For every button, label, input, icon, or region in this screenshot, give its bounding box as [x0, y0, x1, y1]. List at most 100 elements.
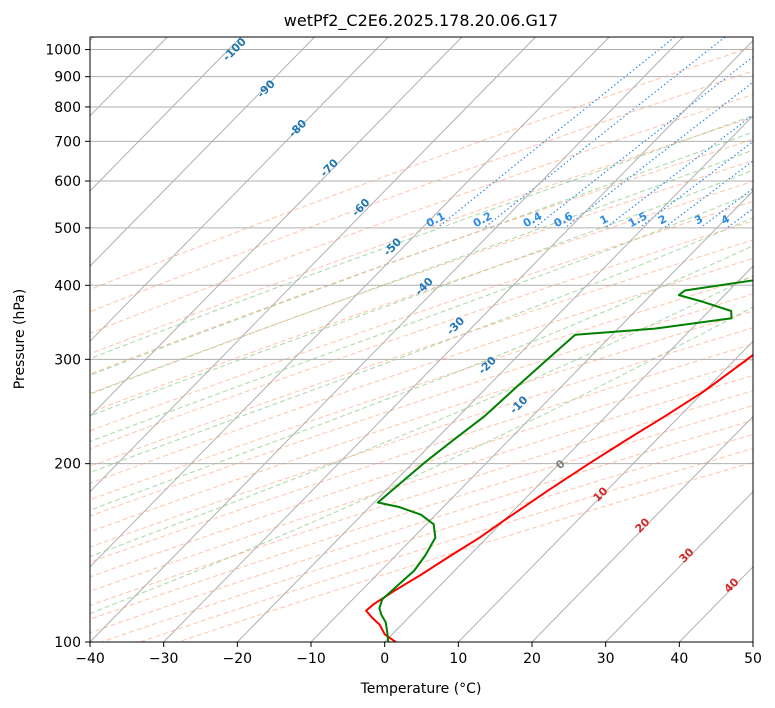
isotherm-line	[752, 641, 753, 642]
mixing-ratio-label: 0.6	[552, 209, 576, 230]
isotherm-line	[90, 37, 610, 568]
dry-adiabat-label: 20	[633, 515, 653, 535]
mixing-ratio-label: 1	[598, 212, 611, 227]
moist-adiabat-line	[90, 169, 753, 417]
dry-adiabat-line	[101, 433, 753, 642]
isotherm-line	[310, 190, 753, 642]
isotherm-line	[90, 37, 463, 418]
moist-adiabat-line	[90, 275, 753, 558]
dry-adiabat-line	[90, 374, 753, 592]
mixing-ratio-label: 0.1	[424, 209, 447, 230]
isotherm-line	[90, 37, 684, 642]
dry-adiabats	[90, 46, 753, 642]
isotherm-line	[384, 265, 753, 642]
moist-adiabat-line	[90, 217, 753, 474]
mixing-ratio-line	[483, 37, 726, 229]
isotherm-line	[457, 340, 753, 642]
mixing-ratio-label: 2	[656, 212, 669, 227]
moist-adiabat-line	[90, 245, 753, 511]
mixing-ratio-line	[766, 37, 775, 228]
chart-title: wetPf2_C2E6.2025.178.20.06.G17	[284, 11, 558, 31]
moist-adiabat-line	[90, 131, 753, 376]
x-tick-label: 0	[380, 651, 389, 667]
moist-adiabat-label: -70	[318, 156, 341, 179]
x-tick-label: 10	[449, 651, 467, 667]
pressure-gridlines	[90, 49, 753, 642]
y-tick-label: 1000	[45, 43, 81, 59]
plot-frame	[89, 36, 754, 643]
mixing-ratio-line	[726, 207, 753, 229]
reference-line-labels: 0.10.20.40.611.52346810131620253036-100-…	[220, 37, 771, 596]
x-tick-label: −40	[75, 651, 105, 667]
y-tick-label: 500	[54, 221, 81, 237]
dry-adiabat-line	[90, 200, 753, 432]
dry-adiabat-line	[90, 275, 753, 501]
dry-adiabat-label: 40	[722, 575, 742, 595]
y-tick-label: 900	[54, 70, 81, 86]
moist-adiabat-line	[90, 192, 753, 443]
moist-adiabat-label: -20	[476, 354, 499, 377]
mixing-ratio-line	[533, 56, 753, 229]
moist-adiabat-label: -50	[381, 235, 404, 258]
y-tick-label: 800	[54, 100, 81, 116]
dry-adiabat-line	[90, 46, 753, 291]
dry-adiabat-line	[90, 180, 753, 413]
mixing-ratio-line	[605, 114, 753, 229]
isotherm-line	[90, 37, 389, 343]
zero-label: 0	[553, 457, 568, 472]
dry-adiabat-line	[90, 239, 753, 467]
x-tick-label: 30	[597, 651, 615, 667]
dry-adiabat-line	[90, 390, 753, 606]
dry-adiabat-line	[90, 310, 753, 533]
mixing-ratio-label: 1.5	[626, 209, 649, 230]
moist-adiabats	[90, 115, 753, 614]
y-axis-label: Pressure (hPa)	[12, 289, 28, 389]
mixing-ratio-lines	[437, 37, 775, 229]
moist-adiabat-label: -40	[413, 275, 436, 298]
x-tick-label: −10	[296, 651, 326, 667]
y-tick-label: 200	[54, 457, 81, 473]
y-axis-ticks: 100 200 300 400 500 600 700 800 900 1000	[45, 43, 90, 651]
y-tick-label: 600	[54, 174, 81, 190]
dry-adiabat-line	[90, 343, 753, 563]
isotherms	[90, 37, 753, 642]
y-tick-label: 300	[54, 352, 81, 368]
mixing-ratio-label: 0.4	[521, 209, 545, 230]
x-axis-ticks: −40 −30 −20 −10 0 10 20 30 40 50	[75, 642, 762, 667]
moist-adiabat-label: -60	[349, 196, 372, 219]
mixing-ratio-label: 6	[758, 212, 771, 227]
dry-adiabat-line	[90, 70, 753, 313]
moist-adiabat-label: -90	[255, 77, 278, 100]
mixing-ratio-line	[700, 187, 753, 229]
dry-adiabat-line	[90, 94, 753, 334]
sounding-series	[365, 279, 753, 642]
isotherm-line	[163, 39, 753, 642]
moist-adiabat-line	[90, 149, 753, 395]
moist-adiabat-line	[90, 115, 753, 360]
isotherm-line	[90, 37, 315, 267]
plot-area: 0.10.20.40.611.52346810131620253036-100-…	[90, 37, 775, 642]
isotherm-line	[605, 490, 753, 642]
dewpoint-line	[376, 279, 753, 642]
moist-adiabat-label: -10	[507, 393, 530, 416]
dry-adiabat-line	[90, 293, 753, 517]
dry-adiabat-line	[90, 257, 753, 484]
isotherm-line	[90, 37, 536, 493]
dry-adiabat-label: 10	[591, 484, 611, 504]
x-tick-label: 40	[670, 651, 688, 667]
dry-adiabat-line	[90, 160, 753, 395]
dry-adiabat-line	[90, 327, 753, 548]
mixing-ratio-line	[564, 81, 753, 229]
x-tick-label: 50	[744, 651, 762, 667]
mixing-ratio-line	[639, 140, 753, 229]
isotherm-line	[236, 115, 753, 642]
mixing-ratio-line	[663, 160, 753, 229]
dry-adiabat-line	[90, 359, 753, 578]
moist-adiabat-line	[90, 306, 753, 614]
x-tick-label: −30	[149, 651, 179, 667]
x-axis-label: Temperature (°C)	[360, 681, 482, 697]
x-tick-label: −20	[223, 651, 253, 667]
y-tick-label: 100	[54, 635, 81, 651]
isotherm-line	[531, 415, 753, 642]
dry-adiabat-label: 30	[677, 545, 697, 565]
